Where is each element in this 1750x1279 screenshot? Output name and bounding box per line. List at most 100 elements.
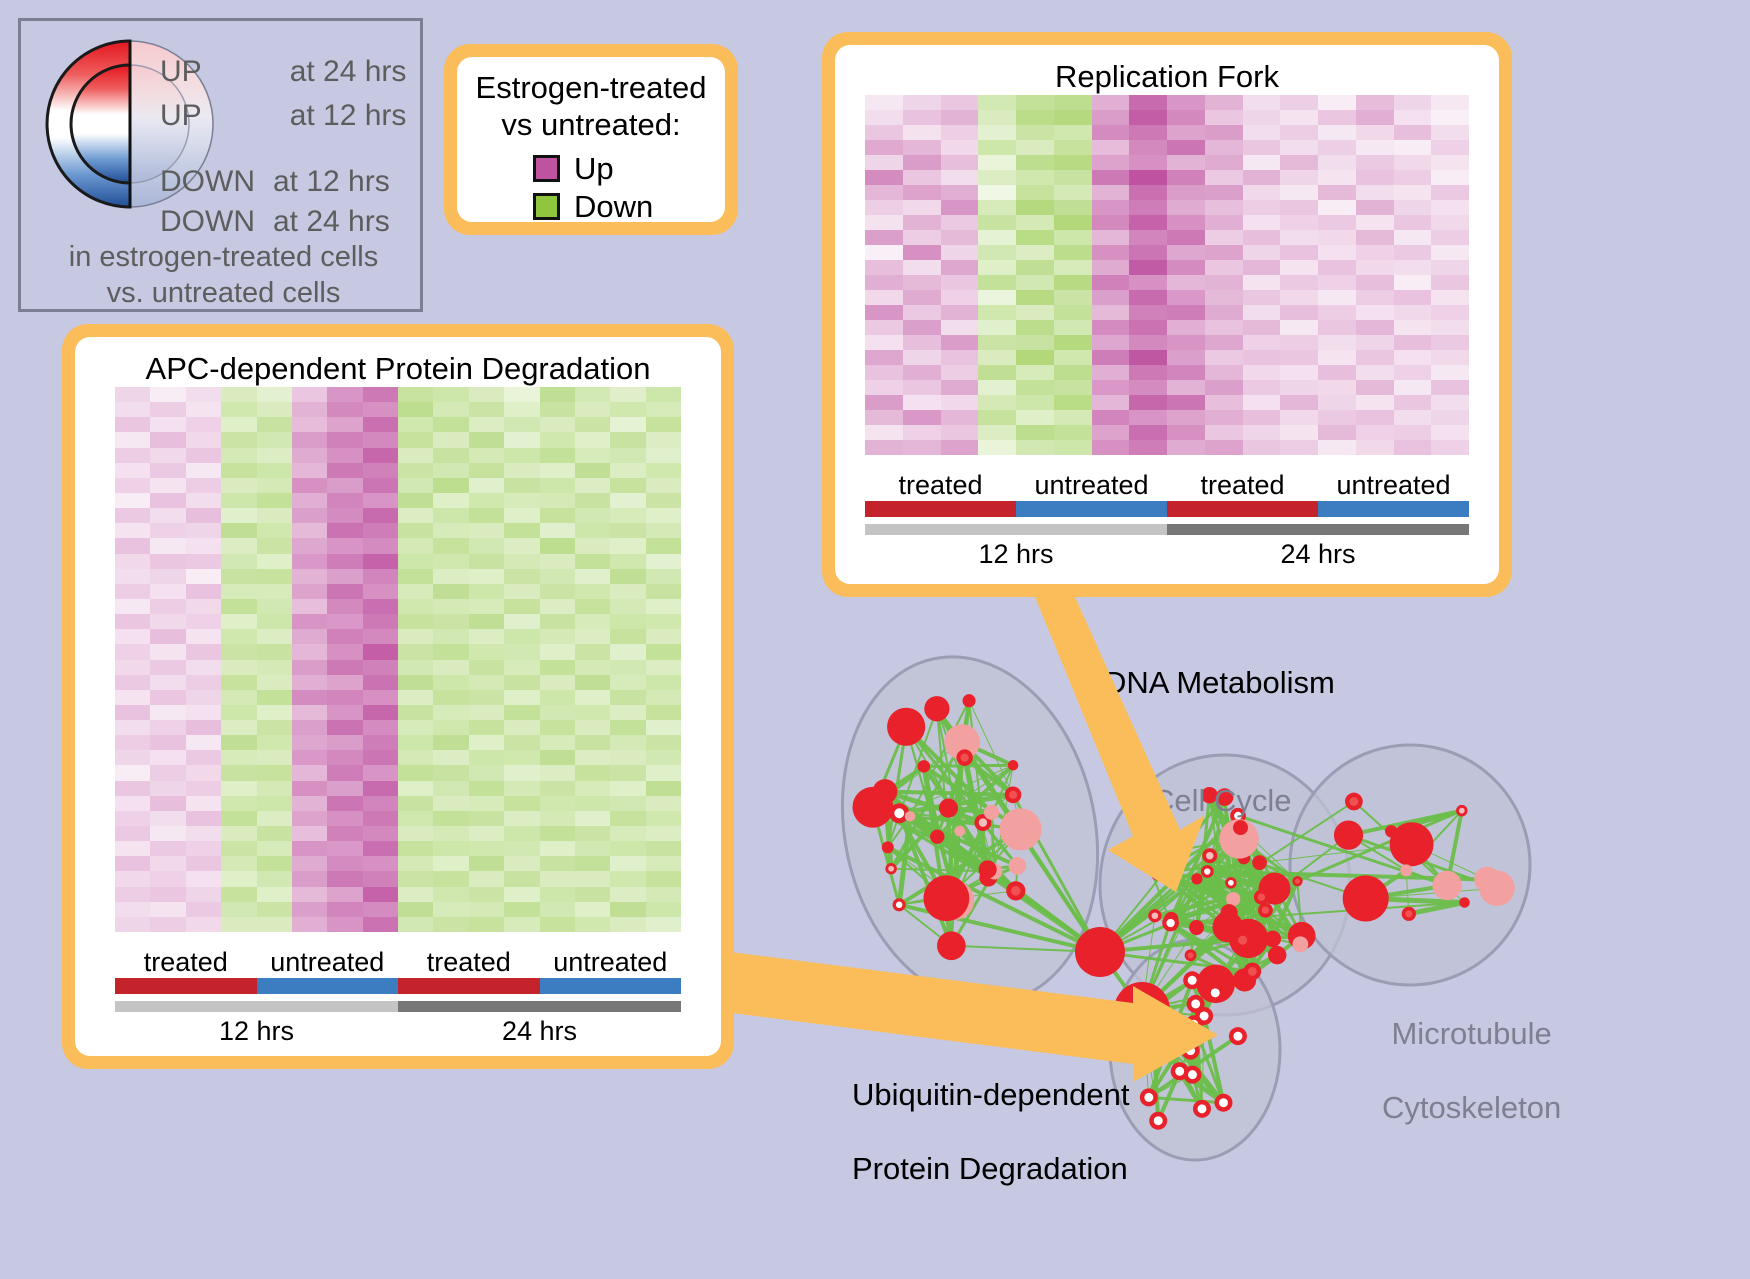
network-node[interactable]	[1170, 1062, 1189, 1081]
network-node[interactable]	[1214, 1093, 1233, 1112]
network-node[interactable]	[930, 829, 945, 844]
heatmap-cell	[115, 402, 151, 418]
heatmap-cell	[1204, 170, 1243, 185]
network-node[interactable]	[1400, 864, 1413, 877]
node-core	[960, 753, 969, 762]
network-node[interactable]	[1268, 945, 1287, 965]
network-node[interactable]	[1401, 906, 1416, 921]
network-node[interactable]	[923, 875, 970, 922]
heatmap-cell	[221, 583, 257, 599]
heatmap-cell	[865, 260, 903, 275]
network-node[interactable]	[1459, 897, 1470, 908]
network-node[interactable]	[852, 786, 894, 828]
network-node[interactable]	[1258, 902, 1273, 918]
network-node[interactable]	[1184, 1015, 1203, 1034]
network-node[interactable]	[917, 760, 931, 773]
network-node[interactable]	[1186, 994, 1205, 1013]
heatmap-cell	[115, 644, 151, 660]
network-node[interactable]	[999, 808, 1042, 851]
network-node[interactable]	[1192, 1099, 1211, 1118]
heatmap-cell	[1318, 155, 1356, 170]
network-node[interactable]	[881, 841, 894, 854]
network-node[interactable]	[1007, 760, 1019, 771]
network-node[interactable]	[1191, 873, 1203, 885]
network-node[interactable]	[904, 811, 916, 822]
network-node[interactable]	[1385, 825, 1398, 838]
network-node[interactable]	[1292, 876, 1303, 887]
heatmap-cell	[1016, 395, 1054, 410]
heatmap-cell	[468, 674, 505, 690]
network-node[interactable]	[889, 803, 910, 824]
network-node[interactable]	[944, 724, 980, 760]
network-node[interactable]	[1432, 870, 1462, 901]
network-node[interactable]	[956, 749, 973, 766]
heatmap-cell	[150, 916, 186, 932]
heatmap-cell	[574, 492, 611, 509]
heatmap-cell	[256, 765, 292, 781]
network-node[interactable]	[1149, 1111, 1168, 1130]
network-node[interactable]	[1479, 870, 1515, 906]
network-node[interactable]	[954, 825, 966, 837]
network-node[interactable]	[1389, 822, 1434, 867]
heatmap-cell	[574, 826, 611, 842]
heatmap-cell	[1355, 320, 1394, 335]
network-node[interactable]	[1144, 1046, 1163, 1065]
network-node[interactable]	[1456, 804, 1468, 817]
network-node[interactable]	[1184, 949, 1197, 962]
network-node[interactable]	[1333, 820, 1364, 850]
network-node[interactable]	[1219, 819, 1259, 859]
heatmap-cell	[291, 523, 328, 539]
network-node[interactable]	[1253, 889, 1269, 905]
network-node[interactable]	[1162, 914, 1179, 932]
network-node[interactable]	[1148, 909, 1162, 923]
network-node[interactable]	[1181, 1041, 1200, 1060]
network-node[interactable]	[924, 696, 950, 722]
network-node[interactable]	[1212, 911, 1244, 943]
heatmap-cell	[221, 871, 257, 887]
heatmap-cell	[256, 417, 292, 433]
network-node[interactable]	[1140, 851, 1152, 862]
network-node[interactable]	[978, 860, 997, 879]
network-node[interactable]	[1233, 820, 1248, 836]
network-node[interactable]	[983, 804, 1000, 820]
network-node[interactable]	[1226, 891, 1241, 907]
network-node[interactable]	[885, 862, 897, 875]
node-core	[1144, 1092, 1154, 1102]
network-node[interactable]	[1201, 786, 1218, 804]
network-node[interactable]	[1292, 936, 1309, 953]
network-node[interactable]	[1264, 930, 1282, 948]
network-node[interactable]	[1004, 786, 1022, 804]
network-node[interactable]	[1006, 881, 1026, 901]
network-node[interactable]	[1202, 848, 1218, 864]
network-node[interactable]	[1183, 971, 1202, 990]
network-node[interactable]	[1150, 863, 1168, 881]
network-node[interactable]	[1225, 877, 1237, 889]
network-node[interactable]	[1252, 855, 1267, 870]
heatmap-cell	[327, 387, 363, 403]
network-node[interactable]	[1215, 788, 1234, 806]
network-node[interactable]	[1243, 962, 1262, 981]
network-node[interactable]	[1075, 927, 1125, 977]
network-node[interactable]	[1342, 875, 1389, 922]
network-node[interactable]	[1228, 1027, 1247, 1046]
heatmap-cell	[645, 568, 681, 584]
heatmap-cell	[574, 704, 611, 721]
network-node[interactable]	[938, 798, 959, 818]
heatmap-cell	[398, 614, 434, 630]
heatmap-cell	[1129, 215, 1167, 230]
network-node[interactable]	[936, 931, 966, 961]
network-node[interactable]	[1114, 982, 1170, 1038]
network-node[interactable]	[1200, 865, 1214, 878]
heatmap-cell	[574, 659, 611, 675]
network-node[interactable]	[1139, 1088, 1158, 1107]
network-node[interactable]	[1344, 792, 1363, 811]
network-node[interactable]	[1188, 919, 1205, 936]
network-node[interactable]	[887, 707, 926, 746]
heatmap-cell	[1204, 320, 1243, 335]
network-node[interactable]	[1206, 983, 1225, 1002]
network-node[interactable]	[892, 898, 906, 912]
network-node[interactable]	[962, 694, 976, 708]
node-core	[894, 808, 905, 819]
heatmap-cell	[327, 568, 363, 584]
network-node[interactable]	[1008, 856, 1027, 875]
